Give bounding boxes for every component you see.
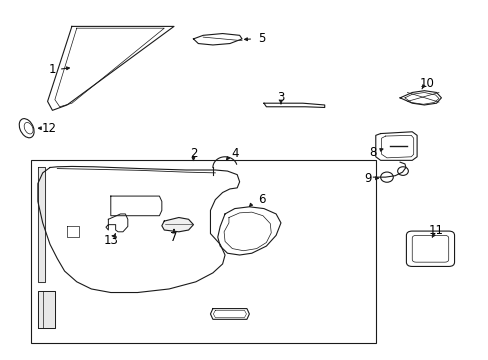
Polygon shape	[210, 309, 249, 319]
Text: 10: 10	[419, 77, 433, 90]
Text: 1: 1	[49, 63, 56, 76]
Polygon shape	[38, 291, 55, 328]
Text: 6: 6	[257, 193, 264, 206]
Polygon shape	[38, 167, 45, 282]
Text: 3: 3	[277, 91, 284, 104]
Text: 11: 11	[428, 224, 443, 237]
Polygon shape	[264, 103, 324, 108]
Polygon shape	[38, 166, 239, 293]
Polygon shape	[375, 132, 416, 160]
Text: 2: 2	[189, 147, 197, 160]
Polygon shape	[399, 91, 441, 105]
Text: 5: 5	[257, 32, 264, 45]
Polygon shape	[217, 207, 281, 255]
Bar	[30, 160, 375, 342]
Polygon shape	[106, 214, 127, 232]
Text: 8: 8	[369, 146, 376, 159]
Polygon shape	[193, 33, 242, 45]
Text: 7: 7	[170, 231, 177, 244]
Polygon shape	[162, 217, 193, 232]
Text: 13: 13	[103, 234, 118, 247]
Text: 9: 9	[364, 172, 371, 185]
Text: 4: 4	[230, 147, 238, 160]
Text: 12: 12	[41, 122, 57, 135]
